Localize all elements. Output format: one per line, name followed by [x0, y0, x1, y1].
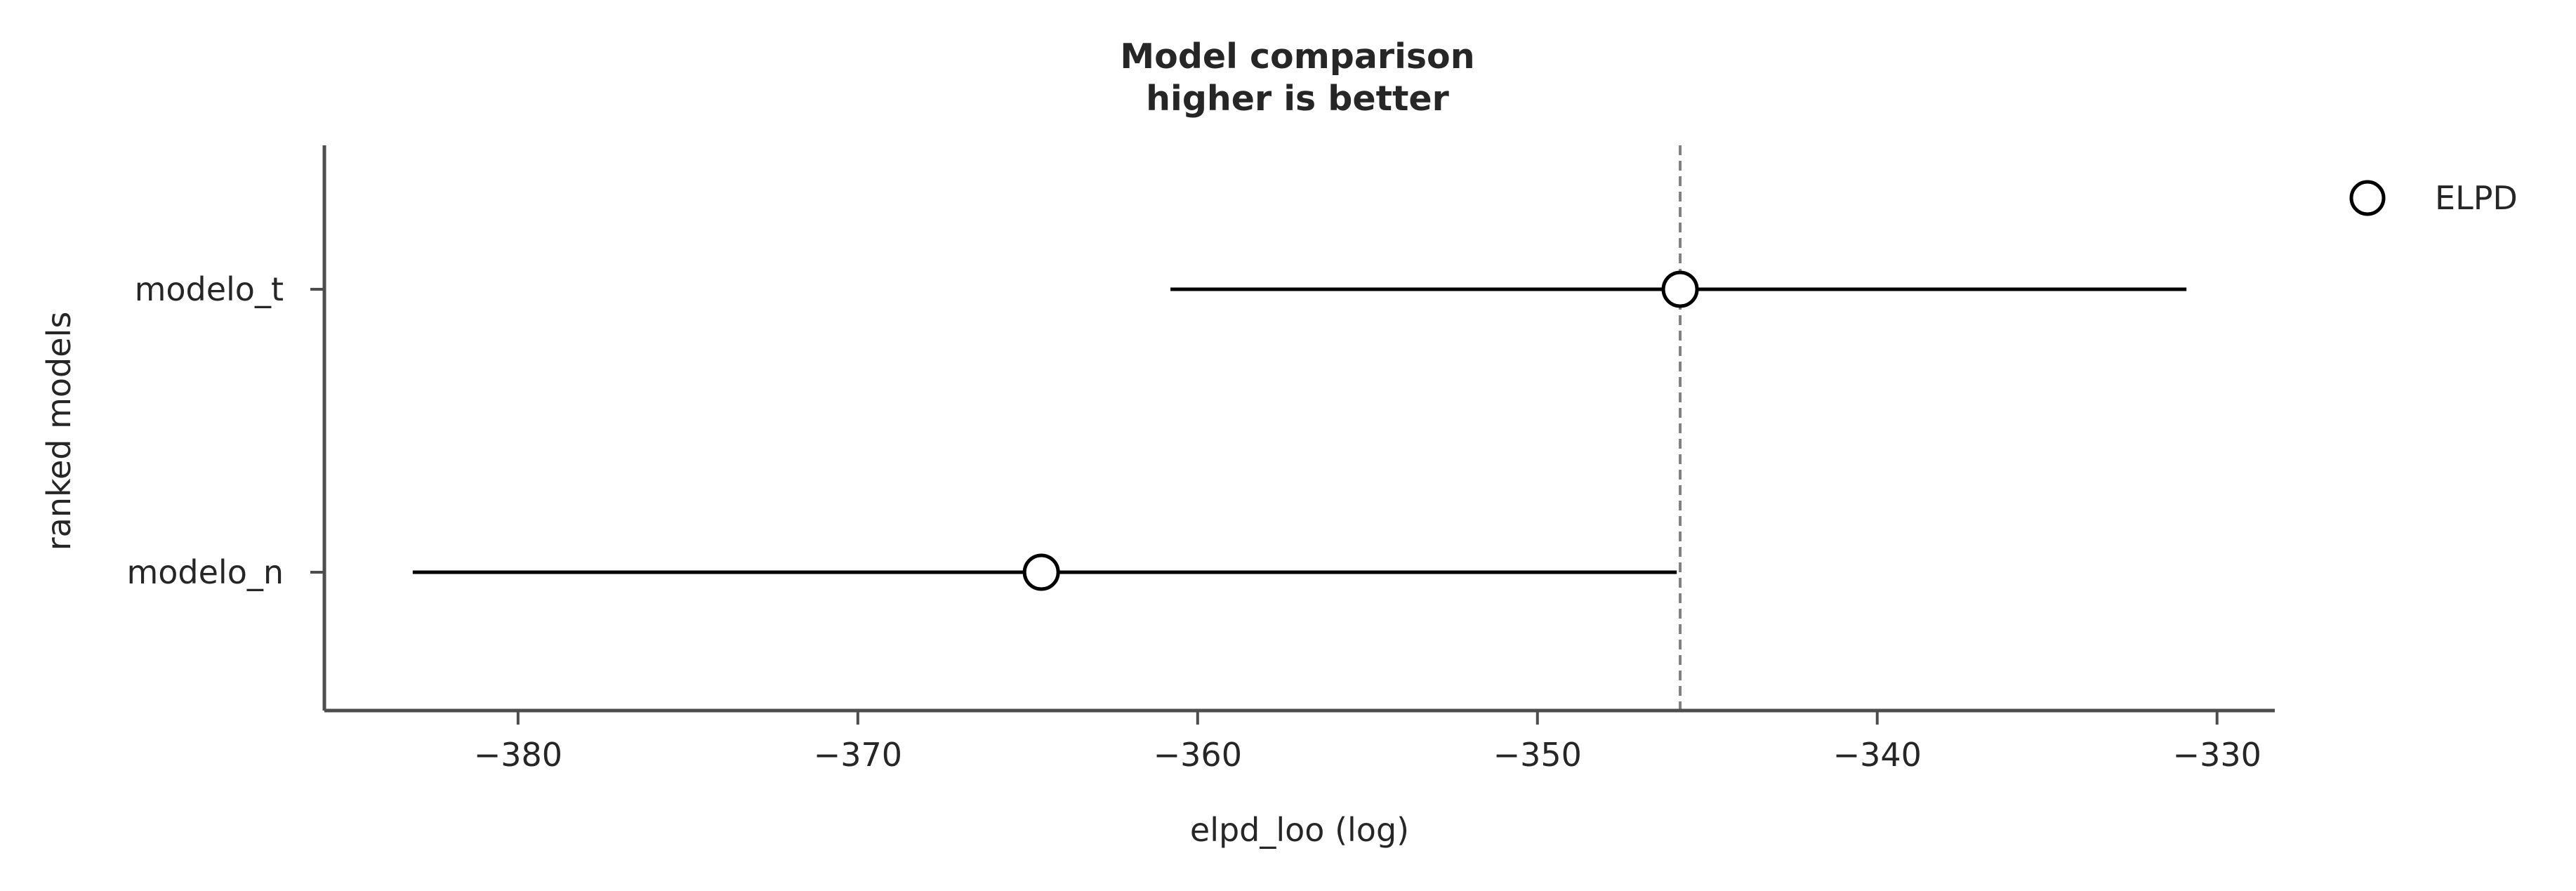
- x-tick-label: −380: [474, 736, 562, 774]
- x-tick-label: −330: [2173, 736, 2261, 774]
- x-tick-label: −360: [1154, 736, 1242, 774]
- elpd-point: [1661, 270, 1699, 308]
- x-axis-ticks: −380 −370 −360 −350 −340 −330: [474, 711, 2261, 774]
- chart-title: Model comparison: [1120, 37, 1474, 77]
- y-axis-ticks: modelo_t modelo_n: [126, 270, 324, 591]
- y-tick-label: modelo_t: [135, 270, 284, 308]
- legend-label: ELPD: [2435, 179, 2518, 217]
- y-tick-label: modelo_n: [126, 553, 284, 591]
- x-tick-label: −370: [814, 736, 902, 774]
- x-axis-label: elpd_loo (log): [1190, 811, 1409, 849]
- x-tick-label: −340: [1833, 736, 1922, 774]
- legend-marker: [2349, 180, 2386, 216]
- legend: ELPD: [2349, 179, 2518, 217]
- y-axis-label: ranked models: [40, 312, 78, 551]
- elpd-point: [1022, 553, 1060, 591]
- chart-subtitle: higher is better: [1146, 79, 1450, 119]
- plot-area: [412, 145, 2187, 711]
- x-tick-label: −350: [1493, 736, 1582, 774]
